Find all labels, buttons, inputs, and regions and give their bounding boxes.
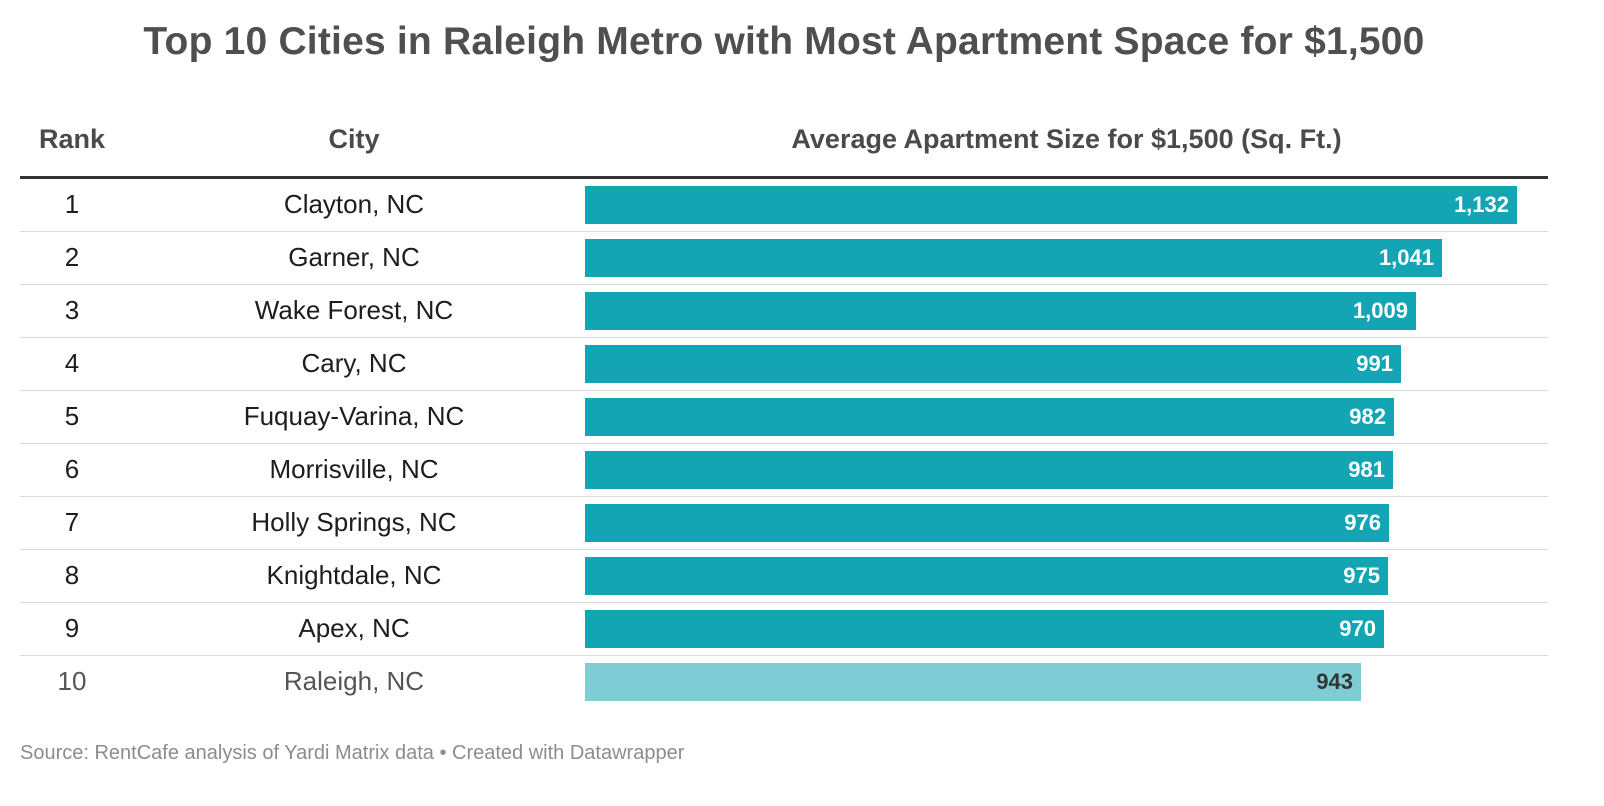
city-cell: Raleigh, NC [283, 666, 425, 696]
bar-track: 1,041 [585, 239, 1548, 277]
value-bar: 970 [585, 610, 1384, 648]
city-cell: Morrisville, NC [269, 454, 439, 484]
rank-cell: 4 [64, 348, 80, 378]
column-header-rank[interactable]: Rank [38, 124, 106, 154]
rank-cell: 10 [57, 666, 87, 696]
value-bar: 991 [585, 345, 1401, 383]
rank-cell: 6 [64, 454, 80, 484]
rank-cell: 5 [64, 401, 80, 431]
table-row: 2 Garner, NC 1,041 [20, 232, 1548, 285]
bar-value-label: 1,009 [1352, 298, 1408, 323]
value-bar: 975 [585, 557, 1388, 595]
city-cell: Fuquay-Varina, NC [243, 401, 465, 431]
value-bar: 1,132 [585, 186, 1517, 224]
rank-cell: 2 [64, 242, 80, 272]
chart-title: Top 10 Cities in Raleigh Metro with Most… [143, 20, 1425, 63]
table-row: 5 Fuquay-Varina, NC 982 [20, 391, 1548, 444]
table-row: 4 Cary, NC 991 [20, 338, 1548, 391]
value-bar: 981 [585, 451, 1393, 489]
rank-cell: 1 [64, 189, 80, 219]
city-cell: Apex, NC [298, 613, 410, 643]
value-bar: 943 [585, 663, 1361, 701]
table-row: 6 Morrisville, NC 981 [20, 444, 1548, 497]
column-header-city[interactable]: City [328, 124, 380, 154]
value-bar: 1,009 [585, 292, 1416, 330]
bar-value-label: 1,041 [1378, 245, 1434, 270]
column-header-apartment-size[interactable]: Average Apartment Size for $1,500 (Sq. F… [791, 124, 1342, 154]
table-row: 3 Wake Forest, NC 1,009 [20, 285, 1548, 338]
rank-cell: 9 [64, 613, 80, 643]
rank-cell: 7 [64, 507, 80, 537]
city-cell: Wake Forest, NC [254, 295, 454, 325]
bar-value-label: 970 [1339, 616, 1376, 641]
rank-cell: 3 [64, 295, 80, 325]
bar-track: 1,009 [585, 292, 1548, 330]
table-body: 1 Clayton, NC 1,132 2 Garner, NC 1,041 3 Wake F… [20, 179, 1548, 708]
value-bar: 1,041 [585, 239, 1442, 277]
bar-value-label: 975 [1343, 563, 1380, 588]
bar-value-label: 943 [1316, 669, 1353, 694]
table-row: 10 Raleigh, NC 943 [20, 656, 1548, 708]
table-row: 7 Holly Springs, NC 976 [20, 497, 1548, 550]
city-cell: Knightdale, NC [266, 560, 442, 590]
bar-track: 982 [585, 398, 1548, 436]
bar-value-label: 982 [1349, 404, 1386, 429]
bar-value-label: 1,132 [1453, 192, 1509, 217]
table-header: Rank City Average Apartment Size for $1,… [20, 112, 1548, 179]
city-cell: Cary, NC [301, 348, 407, 378]
bar-track: 975 [585, 557, 1548, 595]
bar-track: 981 [585, 451, 1548, 489]
value-bar: 976 [585, 504, 1389, 542]
rank-cell: 8 [64, 560, 80, 590]
table-row: 8 Knightdale, NC 975 [20, 550, 1548, 603]
source-footer: Source: RentCafe analysis of Yardi Matri… [20, 742, 685, 764]
bar-track: 970 [585, 610, 1548, 648]
bar-value-label: 991 [1356, 351, 1393, 376]
city-cell: Garner, NC [288, 242, 420, 272]
table-row: 1 Clayton, NC 1,132 [20, 179, 1548, 232]
bar-track: 1,132 [585, 186, 1548, 224]
city-cell: Clayton, NC [283, 189, 425, 219]
value-bar: 982 [585, 398, 1394, 436]
city-cell: Holly Springs, NC [251, 507, 457, 537]
table-row: 9 Apex, NC 970 [20, 603, 1548, 656]
bar-value-label: 976 [1344, 510, 1381, 535]
bar-value-label: 981 [1348, 457, 1385, 482]
bar-track: 976 [585, 504, 1548, 542]
bar-track: 943 [585, 663, 1548, 701]
data-table: Rank City Average Apartment Size for $1,… [20, 112, 1548, 708]
bar-track: 991 [585, 345, 1548, 383]
